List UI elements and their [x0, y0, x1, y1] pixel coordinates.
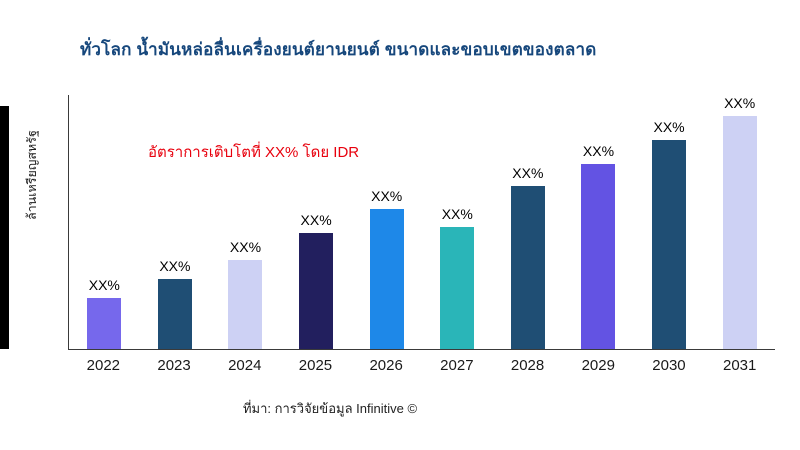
growth-annotation: อัตราการเติบโตที่ XX% โดย IDR [148, 144, 360, 161]
bar-column: XX% [69, 95, 140, 349]
bar-column: XX% [281, 95, 352, 349]
x-tick-label: 2029 [581, 357, 615, 374]
bar-value-label: XX% [159, 257, 191, 274]
bar-column: XX% [422, 95, 493, 349]
bar [440, 227, 475, 349]
x-tick-label: 2026 [369, 357, 403, 374]
bar [652, 139, 687, 349]
x-tick-label: 2030 [652, 357, 686, 374]
x-tick-label: 2031 [722, 357, 757, 374]
bar [510, 186, 545, 349]
bar-column: XX% [634, 95, 705, 349]
bar-value-label: XX% [653, 118, 685, 135]
bar-column: XX% [563, 95, 634, 349]
bar-value-label: XX% [441, 206, 473, 223]
bar-column: XX% [493, 95, 564, 349]
bar [87, 298, 122, 349]
x-tick-label: 2023 [157, 357, 191, 374]
x-tick-label: 2025 [298, 357, 333, 374]
bar [581, 164, 616, 349]
x-tick-label: 2024 [228, 357, 262, 374]
bar-value-label: XX% [512, 165, 544, 182]
bar-value-label: XX% [582, 143, 615, 160]
y-axis-label: ล้านเหรียญสหรัฐ [25, 130, 39, 220]
chart-title: ทั่วโลก น้ำมันหล่อลื่นเครื่องยนต์ยานยนต์… [80, 40, 597, 59]
bar [299, 233, 334, 349]
source-note: ที่มา: การวิจัยข้อมูล Infinitive © [242, 401, 418, 416]
bar-column: XX% [704, 95, 775, 349]
bar [157, 278, 192, 349]
x-tick-label: 2027 [440, 357, 474, 374]
bar-column: XX% [351, 95, 422, 349]
bar-value-label: XX% [88, 277, 120, 294]
bar-column: XX% [210, 95, 281, 349]
bar-value-label: XX% [300, 212, 332, 229]
left-accent-bar [0, 106, 9, 349]
plot-area: XX% XX% XX% XX% XX% XX% XX% XX% XX% XX% [68, 95, 775, 350]
bar [369, 208, 404, 349]
bar-value-label: XX% [371, 187, 403, 204]
x-tick-label: 2028 [510, 357, 545, 374]
bar-value-label: XX% [724, 95, 756, 111]
bars: XX% XX% XX% XX% XX% XX% XX% XX% XX% XX% [69, 95, 775, 349]
bar [228, 259, 263, 349]
x-ticks: 2022 2023 2024 2025 2026 2027 2028 2029 2030 2031 [68, 357, 775, 374]
bar-column: XX% [140, 95, 211, 349]
x-tick-label: 2022 [86, 357, 121, 374]
bar-value-label: XX% [229, 238, 262, 255]
bar [722, 116, 757, 349]
